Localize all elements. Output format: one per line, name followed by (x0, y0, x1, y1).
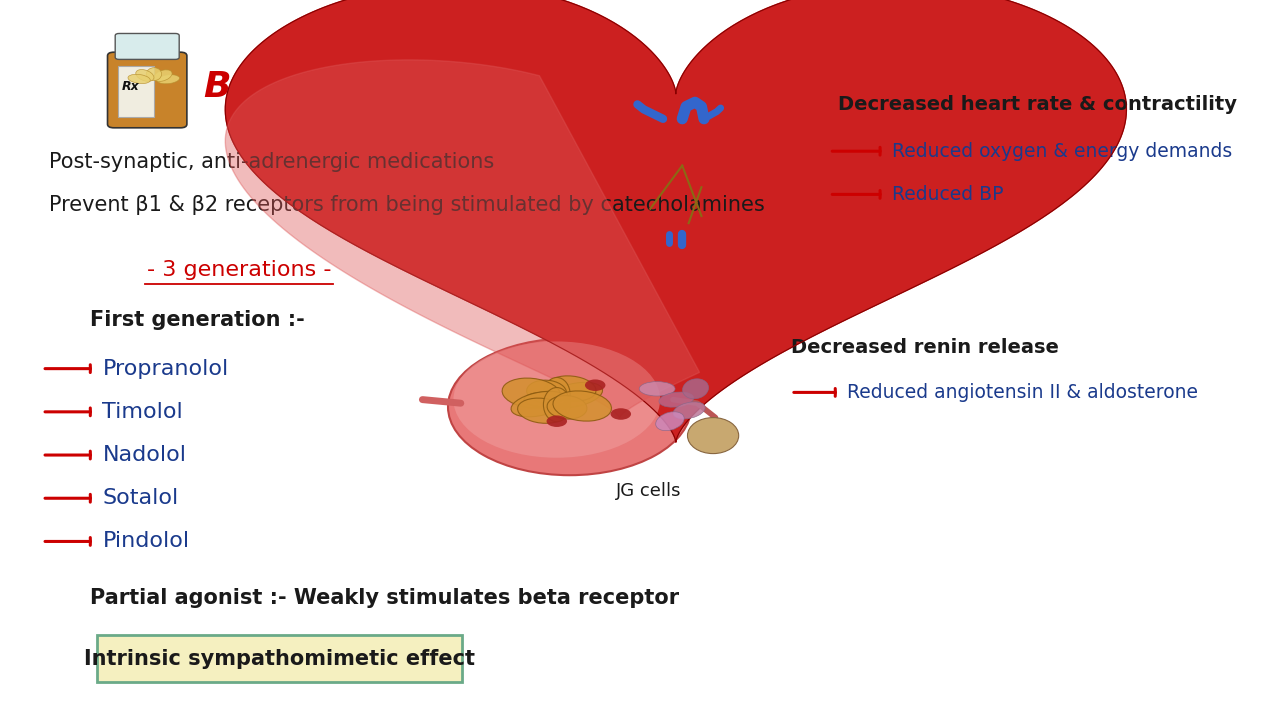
Ellipse shape (526, 380, 567, 404)
Ellipse shape (673, 402, 705, 419)
Text: - 3 generations -: - 3 generations - (147, 260, 332, 280)
Ellipse shape (154, 70, 172, 81)
Ellipse shape (544, 387, 570, 422)
Ellipse shape (547, 382, 603, 408)
Ellipse shape (553, 391, 612, 421)
Ellipse shape (511, 391, 567, 417)
Text: Timolol: Timolol (102, 402, 183, 422)
Ellipse shape (547, 376, 596, 401)
Text: Post-synaptic, anti-adrenergic medications: Post-synaptic, anti-adrenergic medicatio… (49, 152, 494, 172)
Ellipse shape (659, 392, 694, 408)
Ellipse shape (157, 75, 179, 84)
Circle shape (547, 415, 567, 427)
Text: Reduced oxygen & energy demands: Reduced oxygen & energy demands (892, 142, 1233, 161)
Ellipse shape (502, 378, 561, 408)
Circle shape (453, 341, 660, 458)
Ellipse shape (136, 70, 154, 81)
FancyBboxPatch shape (108, 53, 187, 127)
Text: JG cells: JG cells (616, 482, 682, 500)
Ellipse shape (682, 379, 709, 399)
FancyBboxPatch shape (115, 33, 179, 59)
Polygon shape (225, 60, 700, 418)
Text: First generation :-: First generation :- (90, 310, 305, 330)
Text: Prevent β1 & β2 receptors from being stimulated by catecholamines: Prevent β1 & β2 receptors from being sti… (49, 195, 764, 215)
Ellipse shape (639, 382, 675, 396)
Text: Intrinsic sympathomimetic effect: Intrinsic sympathomimetic effect (84, 649, 475, 669)
Text: Partial agonist :- Weakly stimulates beta receptor: Partial agonist :- Weakly stimulates bet… (90, 588, 678, 608)
Ellipse shape (146, 68, 161, 81)
Text: Reduced angiotensin II & aldosterone: Reduced angiotensin II & aldosterone (847, 383, 1198, 402)
FancyBboxPatch shape (118, 66, 155, 117)
Ellipse shape (655, 412, 685, 431)
Text: Rx: Rx (122, 80, 140, 93)
Text: Reduced BP: Reduced BP (892, 185, 1004, 204)
Circle shape (611, 408, 631, 420)
Ellipse shape (687, 418, 739, 454)
Circle shape (585, 379, 605, 391)
Polygon shape (225, 0, 1126, 442)
Text: Nadolol: Nadolol (102, 445, 187, 465)
Text: Decreased renin release: Decreased renin release (791, 338, 1059, 356)
FancyBboxPatch shape (97, 635, 462, 683)
Ellipse shape (128, 74, 150, 84)
Text: Propranolol: Propranolol (102, 359, 229, 379)
Text: Sotalol: Sotalol (102, 488, 179, 508)
Ellipse shape (517, 398, 567, 423)
Text: Pindolol: Pindolol (102, 531, 189, 552)
Text: Decreased heart rate & contractility: Decreased heart rate & contractility (838, 95, 1238, 114)
Ellipse shape (524, 392, 567, 407)
Ellipse shape (544, 377, 570, 412)
Circle shape (448, 338, 691, 475)
Ellipse shape (547, 395, 588, 419)
Ellipse shape (547, 392, 590, 407)
Text: Beta blockers: Beta blockers (204, 69, 481, 104)
